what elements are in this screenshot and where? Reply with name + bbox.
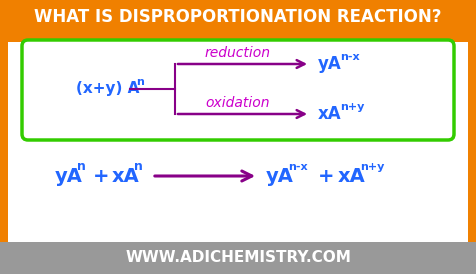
Text: yA: yA bbox=[318, 55, 342, 73]
Text: n-x: n-x bbox=[288, 162, 307, 172]
Text: xA: xA bbox=[338, 167, 366, 185]
Text: n: n bbox=[136, 77, 144, 87]
Text: (x+y) A: (x+y) A bbox=[76, 81, 139, 96]
Text: n-x: n-x bbox=[340, 52, 360, 62]
Text: n: n bbox=[134, 161, 143, 173]
Text: yA: yA bbox=[266, 167, 294, 185]
Text: WWW.ADICHEMISTRY.COM: WWW.ADICHEMISTRY.COM bbox=[125, 250, 351, 266]
Text: n: n bbox=[77, 161, 86, 173]
Text: xA: xA bbox=[112, 167, 140, 185]
Text: WHAT IS DISPROPORTIONATION REACTION?: WHAT IS DISPROPORTIONATION REACTION? bbox=[34, 8, 442, 26]
Text: +: + bbox=[318, 167, 335, 185]
FancyBboxPatch shape bbox=[22, 40, 454, 140]
Bar bbox=[8, 42, 468, 242]
Text: oxidation: oxidation bbox=[205, 96, 270, 110]
Text: xA: xA bbox=[318, 105, 342, 123]
Text: n+y: n+y bbox=[360, 162, 385, 172]
Text: reduction: reduction bbox=[205, 46, 270, 60]
Text: n+y: n+y bbox=[340, 102, 364, 112]
Text: +: + bbox=[93, 167, 109, 185]
Text: yA: yA bbox=[55, 167, 83, 185]
Bar bbox=[0, 242, 476, 274]
